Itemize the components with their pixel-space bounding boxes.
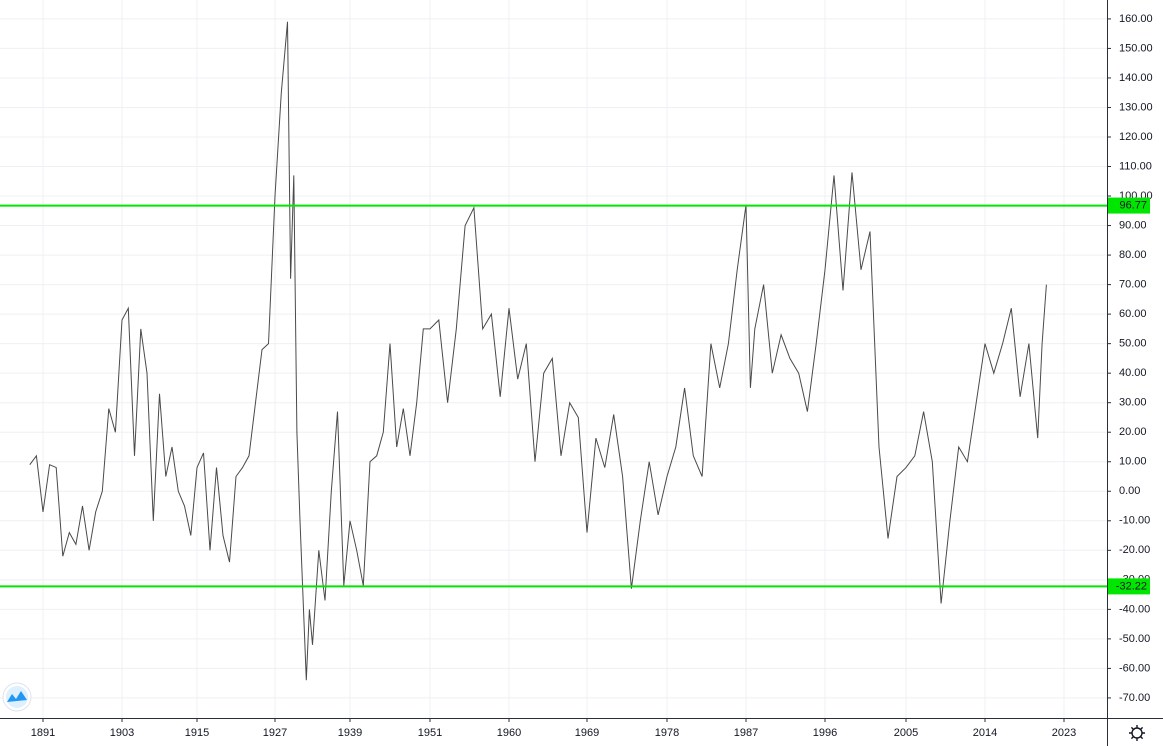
y-tick-label: 0.00 bbox=[1119, 485, 1140, 497]
y-tick-label: 80.00 bbox=[1119, 249, 1147, 261]
settings-icon[interactable] bbox=[1129, 725, 1145, 741]
x-tick-label: 1891 bbox=[31, 727, 55, 739]
y-tick-label: -70.00 bbox=[1119, 692, 1150, 704]
y-tick-label: 40.00 bbox=[1119, 367, 1147, 379]
logo[interactable] bbox=[2, 682, 32, 712]
y-tick-label: 70.00 bbox=[1119, 279, 1147, 291]
y-tick-label: -20.00 bbox=[1119, 544, 1150, 556]
x-tick-label: 1987 bbox=[734, 727, 758, 739]
y-tick-label: 60.00 bbox=[1119, 308, 1147, 320]
y-tick-label: -10.00 bbox=[1119, 515, 1150, 527]
x-tick-label: 1960 bbox=[497, 727, 521, 739]
axes: 1891 1903 1915 1927 1939 1951 1960 1969 1978 1987… bbox=[31, 13, 1153, 739]
y-tick-label: 140.00 bbox=[1119, 72, 1153, 84]
plot bbox=[0, 21, 1107, 681]
price-line bbox=[29, 21, 1047, 681]
y-tick-label: 120.00 bbox=[1119, 131, 1153, 143]
y-tick-label: 90.00 bbox=[1119, 219, 1147, 231]
y-tick-label: 50.00 bbox=[1119, 338, 1147, 350]
y-tick-label: 160.00 bbox=[1119, 13, 1153, 25]
x-tick-label: 1951 bbox=[418, 727, 442, 739]
x-tick-label: 1939 bbox=[338, 727, 362, 739]
level-label: -32.22 bbox=[1116, 580, 1147, 592]
y-tick-label: -40.00 bbox=[1119, 603, 1150, 615]
grid bbox=[0, 0, 1107, 718]
y-tick-label: 150.00 bbox=[1119, 42, 1153, 54]
x-tick-label: 2014 bbox=[973, 727, 997, 739]
y-tick-label: 10.00 bbox=[1119, 456, 1147, 468]
x-tick-label: 1903 bbox=[110, 727, 134, 739]
y-tick-label: -50.00 bbox=[1119, 633, 1150, 645]
x-tick-label: 2023 bbox=[1052, 727, 1076, 739]
x-tick-label: 1927 bbox=[263, 727, 287, 739]
y-tick-label: 130.00 bbox=[1119, 101, 1153, 113]
level-label-box bbox=[1108, 578, 1150, 595]
x-tick-label: 1915 bbox=[185, 727, 209, 739]
y-tick-label: 110.00 bbox=[1119, 160, 1152, 172]
y-tick-label: 30.00 bbox=[1119, 397, 1147, 409]
y-tick-label: 20.00 bbox=[1119, 426, 1147, 438]
x-tick-label: 1969 bbox=[575, 727, 599, 739]
x-tick-label: 2005 bbox=[894, 727, 918, 739]
level-label: 96.77 bbox=[1119, 199, 1147, 211]
x-tick-label: 1996 bbox=[813, 727, 837, 739]
level-label-box bbox=[1108, 197, 1150, 214]
x-tick-label: 1978 bbox=[655, 727, 679, 739]
y-tick-label: -60.00 bbox=[1119, 662, 1150, 674]
